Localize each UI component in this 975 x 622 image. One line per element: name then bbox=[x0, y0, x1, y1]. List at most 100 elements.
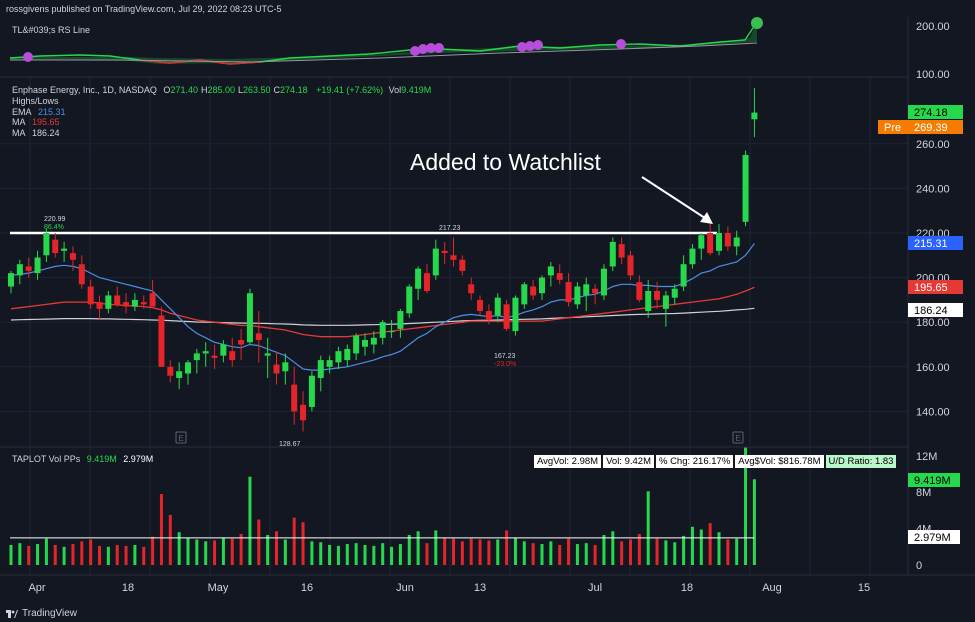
candle bbox=[494, 293, 501, 323]
volume-bar bbox=[629, 539, 632, 565]
volume-bar bbox=[611, 531, 615, 565]
volume-badge: 9.419M bbox=[908, 473, 960, 487]
volume-bar bbox=[345, 544, 349, 565]
candle-body bbox=[654, 290, 661, 300]
volume-stat: % Chg: 216.17% bbox=[655, 455, 734, 468]
candle-body bbox=[176, 371, 183, 378]
candle-body bbox=[69, 253, 76, 260]
price-badge-label: Pre bbox=[884, 122, 901, 134]
rs-new-high-marker bbox=[616, 39, 626, 49]
annotation-text: Added to Watchlist bbox=[410, 149, 602, 175]
volume-bar bbox=[690, 526, 694, 565]
candle-body bbox=[716, 233, 722, 251]
candle bbox=[751, 88, 758, 138]
volume-axis-tick: 12M bbox=[916, 451, 937, 463]
candle bbox=[105, 290, 112, 314]
candle bbox=[123, 293, 130, 314]
volume-bar bbox=[151, 536, 155, 565]
volume-bar bbox=[36, 544, 40, 565]
candle bbox=[556, 264, 563, 285]
candle-body bbox=[494, 297, 501, 316]
candle bbox=[627, 250, 634, 280]
volume-title[interactable]: TAPLOT Vol PPs bbox=[12, 454, 81, 464]
volume-value-1: 9.419M bbox=[86, 454, 117, 464]
time-axis-label: Jul bbox=[588, 582, 602, 594]
candle bbox=[468, 277, 475, 300]
volume-bar bbox=[195, 539, 199, 565]
mid-label-value: 217.23 bbox=[439, 225, 461, 232]
time-axis[interactable]: Apr 18 May 16 Jun 13 Jul 18 Aug 15 bbox=[28, 582, 870, 594]
volume-bar bbox=[673, 542, 677, 565]
rs-new-high-marker bbox=[410, 46, 420, 56]
candle-body bbox=[609, 241, 616, 267]
earnings-marker[interactable]: E bbox=[175, 431, 187, 444]
volume-stat: Avg$Vol: $816.78M bbox=[735, 455, 824, 468]
candle-body bbox=[202, 351, 209, 354]
candle-body bbox=[485, 311, 492, 320]
candle-body bbox=[406, 286, 413, 314]
candle bbox=[618, 237, 625, 265]
volume-badge-value: 2.979M bbox=[914, 532, 951, 544]
symbol-title[interactable]: Enphase Energy, Inc., 1D, NASDAQ bbox=[12, 85, 157, 95]
tradingview-footer[interactable]: TradingView bbox=[6, 608, 77, 619]
volume-bar bbox=[283, 539, 287, 565]
candle-body bbox=[344, 348, 351, 361]
volume-bar bbox=[717, 532, 721, 565]
candle bbox=[158, 306, 165, 367]
candle-body bbox=[16, 264, 23, 276]
rs-pane-title: TL&#039;s RS Line bbox=[12, 25, 91, 35]
candle-body bbox=[556, 273, 563, 280]
indicator-row[interactable]: EMA 215.31 bbox=[12, 107, 66, 118]
time-axis-label: Aug bbox=[762, 582, 782, 594]
rs-axis-tick: 100.00 bbox=[916, 69, 950, 81]
candle-body bbox=[300, 404, 307, 421]
candle bbox=[96, 295, 103, 320]
volume-bar bbox=[478, 539, 482, 565]
candle bbox=[485, 304, 492, 325]
volume-bar bbox=[133, 544, 137, 565]
volume-legend-row: TAPLOT Vol PPs 9.419M 2.979M bbox=[12, 454, 153, 464]
price-badge-box bbox=[908, 120, 963, 134]
candle-body bbox=[282, 362, 289, 372]
time-axis-label: 16 bbox=[301, 582, 313, 594]
indicator-name: MA bbox=[12, 127, 26, 138]
high-label-pct: 86.4% bbox=[44, 224, 64, 231]
candle bbox=[78, 255, 85, 289]
vol-label: Vol bbox=[388, 85, 402, 95]
volume-badge-value: 9.419M bbox=[914, 475, 951, 487]
grid-lines bbox=[0, 77, 908, 575]
candle bbox=[397, 308, 404, 338]
candle-body bbox=[592, 288, 599, 294]
volume-bar bbox=[319, 542, 323, 565]
candle bbox=[114, 286, 121, 307]
candle-body bbox=[680, 264, 687, 287]
candle-body bbox=[379, 322, 386, 338]
indicator-row[interactable]: MA 195.65 bbox=[12, 117, 66, 128]
candle-body bbox=[671, 288, 678, 298]
volume-bar bbox=[593, 544, 597, 565]
volume-bar bbox=[549, 541, 553, 565]
candle bbox=[530, 279, 537, 300]
candle bbox=[698, 233, 705, 260]
volume-bar bbox=[106, 546, 110, 565]
candle-body bbox=[583, 284, 590, 296]
candle bbox=[131, 293, 138, 312]
candle-body bbox=[512, 297, 519, 332]
price-badge-value: 195.65 bbox=[914, 282, 948, 294]
indicator-row[interactable]: MA 186.24 bbox=[12, 128, 66, 139]
indicator-row[interactable]: Highs/Lows bbox=[12, 96, 66, 107]
volume-bar bbox=[230, 538, 234, 565]
candle bbox=[176, 362, 183, 390]
earnings-marker[interactable]: E bbox=[732, 431, 744, 444]
candle-body bbox=[547, 266, 554, 276]
candle bbox=[450, 237, 457, 267]
candle bbox=[716, 224, 722, 256]
volume-bar bbox=[398, 544, 402, 565]
tradingview-logo-icon bbox=[6, 609, 18, 618]
candle-body bbox=[96, 302, 103, 309]
vol-value: 9.419M bbox=[401, 85, 432, 95]
candle bbox=[636, 275, 643, 303]
ohlc-key: L bbox=[238, 85, 244, 95]
volume-bar bbox=[699, 529, 703, 565]
